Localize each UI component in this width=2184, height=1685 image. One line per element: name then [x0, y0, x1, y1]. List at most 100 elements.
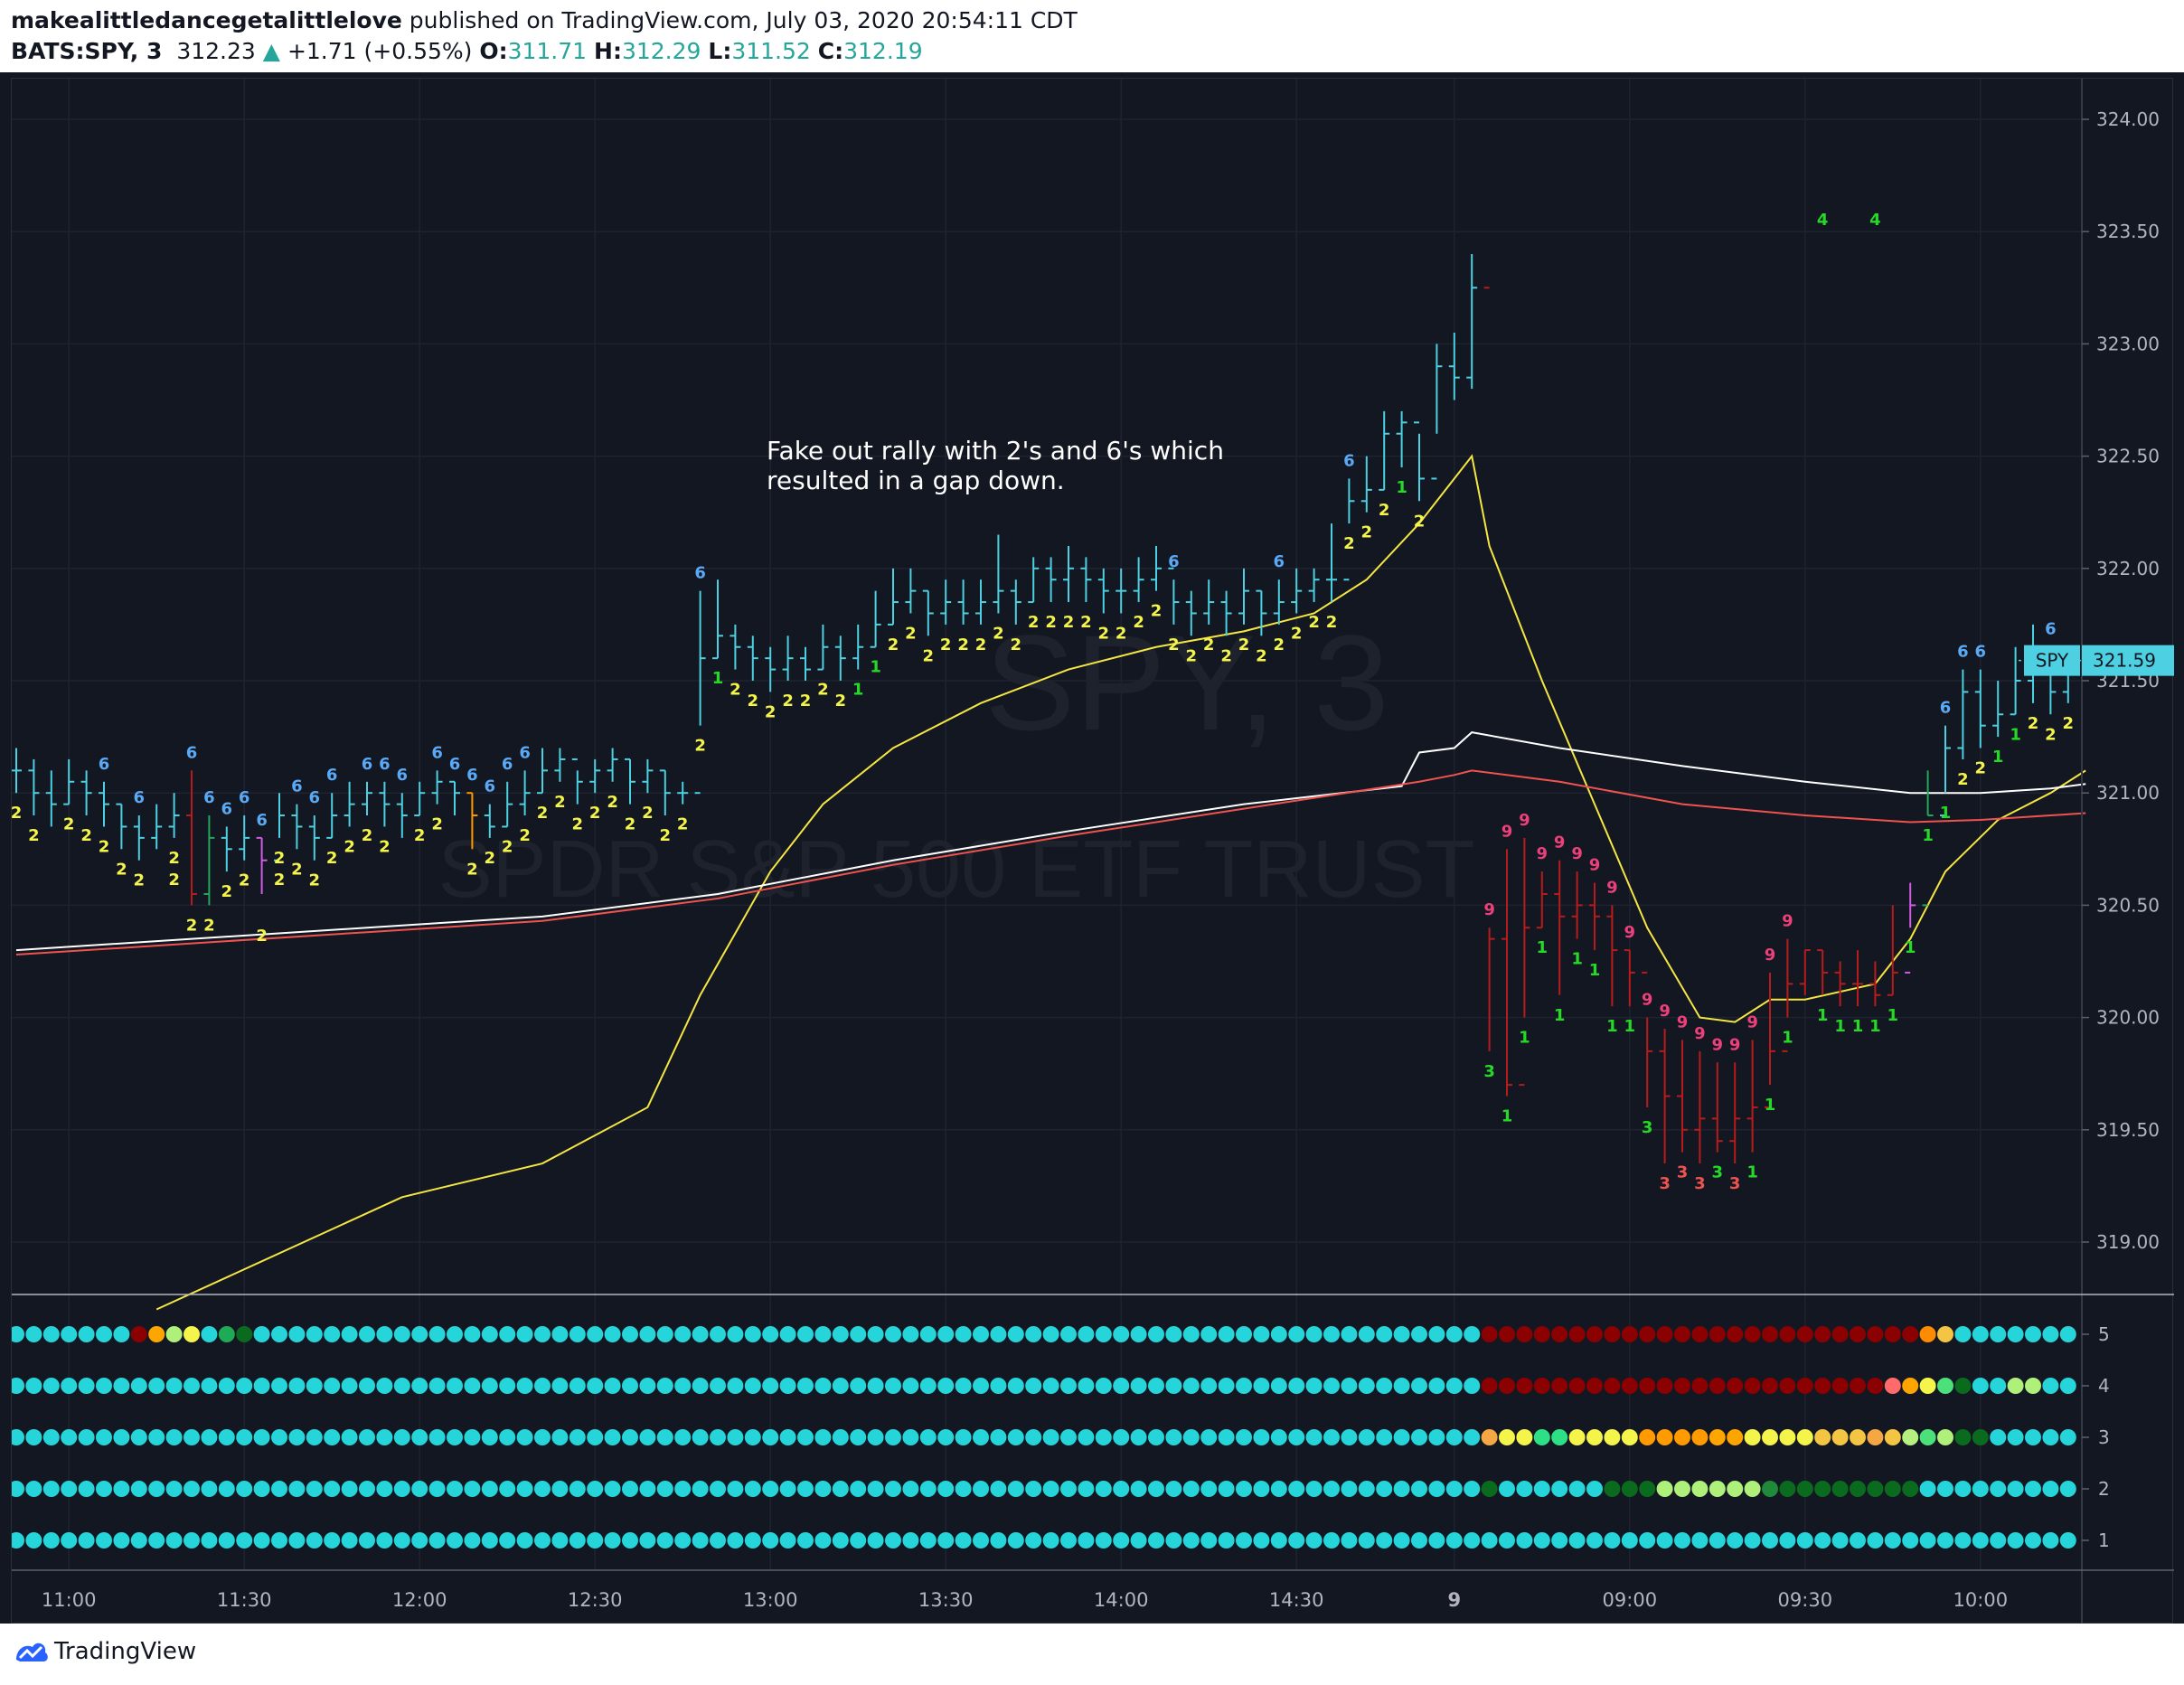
indicator-dot	[1464, 1429, 1481, 1445]
indicator-dot	[428, 1481, 446, 1497]
indicator-dot	[1113, 1481, 1130, 1497]
indicator-dot	[148, 1481, 165, 1497]
indicator-dot	[165, 1532, 183, 1549]
indicator-dot	[1656, 1481, 1673, 1497]
indicator-dot	[639, 1378, 656, 1394]
indicator-dot	[622, 1481, 638, 1497]
dot-row-label: 4	[2098, 1375, 2110, 1397]
indicator-dot	[814, 1378, 832, 1394]
chart-annotation[interactable]: Fake out rally with 2's and 6's which re…	[767, 436, 1224, 495]
change-arrow-icon: ▲	[262, 38, 280, 64]
indicator-dot	[184, 1481, 200, 1497]
indicator-dot	[1060, 1378, 1077, 1394]
indicator-dot	[1568, 1326, 1586, 1342]
indicator-dot	[464, 1532, 481, 1549]
indicator-dot	[692, 1532, 709, 1549]
indicator-dot	[1639, 1429, 1656, 1445]
indicator-dot	[1674, 1532, 1690, 1549]
count-label: 2	[1028, 613, 1040, 632]
indicator-dot	[973, 1378, 989, 1394]
indicator-dot	[1078, 1378, 1095, 1394]
indicator-dot	[604, 1326, 621, 1342]
indicator-dot	[744, 1429, 761, 1445]
count-label: 2	[765, 702, 777, 721]
indicator-dot	[2025, 1378, 2041, 1394]
symbol-label: BATS:SPY, 3	[11, 38, 163, 64]
indicator-dot	[271, 1429, 287, 1445]
indicator-dot	[481, 1429, 498, 1445]
indicator-dot	[919, 1532, 937, 1549]
indicator-dot	[867, 1429, 884, 1445]
indicator-dot	[411, 1326, 428, 1342]
indicator-dot	[1253, 1429, 1270, 1445]
count-label: 9	[1659, 1002, 1671, 1021]
x-tick-label: 12:00	[392, 1589, 447, 1611]
indicator-dot	[341, 1378, 358, 1394]
count-label: 1	[1589, 961, 1601, 980]
indicator-dot	[113, 1378, 130, 1394]
indicator-dot	[1937, 1481, 1953, 1497]
indicator-dot	[674, 1378, 692, 1394]
indicator-dot	[1148, 1326, 1164, 1342]
indicator-dot	[1464, 1326, 1481, 1342]
indicator-dot	[1884, 1378, 1901, 1394]
indicator-dot	[2059, 1532, 2076, 1549]
count-label: 2	[239, 871, 250, 890]
indicator-dot	[1288, 1378, 1305, 1394]
y-tick-label: 322.50	[2096, 446, 2160, 467]
indicator-dot	[1814, 1532, 1831, 1549]
indicator-dot	[393, 1429, 410, 1445]
y-tick-label: 319.00	[2096, 1231, 2160, 1253]
indicator-dot	[1323, 1378, 1340, 1394]
y-tick-label: 320.00	[2096, 1007, 2160, 1029]
indicator-dot	[499, 1326, 516, 1342]
count-label: 2	[800, 692, 812, 711]
indicator-dot	[639, 1481, 656, 1497]
indicator-dot	[551, 1532, 569, 1549]
indicator-dot	[61, 1326, 78, 1342]
indicator-dot	[42, 1378, 60, 1394]
indicator-dot	[184, 1378, 200, 1394]
indicator-dot	[516, 1326, 533, 1342]
indicator-dot	[1727, 1326, 1744, 1342]
indicator-dot	[744, 1532, 761, 1549]
indicator-dot	[1165, 1429, 1182, 1445]
indicator-dot	[393, 1326, 410, 1342]
indicator-dot	[1604, 1481, 1621, 1497]
indicator-dot	[148, 1326, 165, 1342]
indicator-dot	[306, 1532, 323, 1549]
indicator-dot	[1411, 1378, 1427, 1394]
indicator-dot	[1464, 1481, 1481, 1497]
indicator-dot	[1499, 1326, 1515, 1342]
price-tag-value: 321.59	[2093, 650, 2156, 672]
indicator-dot	[569, 1378, 586, 1394]
indicator-dot	[622, 1326, 638, 1342]
indicator-dot	[428, 1532, 446, 1549]
indicator-dot	[727, 1532, 744, 1549]
indicator-dot	[955, 1326, 972, 1342]
indicator-dot	[2025, 1429, 2041, 1445]
indicator-dot	[990, 1481, 1007, 1497]
indicator-dot	[1568, 1532, 1586, 1549]
indicator-dot	[1972, 1378, 1989, 1394]
ma-line-3	[15, 769, 2086, 956]
indicator-dot	[1078, 1532, 1095, 1549]
indicator-dot	[1113, 1378, 1130, 1394]
author-link[interactable]: makealittledancegetalittlelove	[11, 7, 402, 33]
indicator-dot	[96, 1532, 112, 1549]
tradingview-brand[interactable]: TradingView	[54, 1638, 197, 1665]
indicator-dot	[1867, 1378, 1884, 1394]
indicator-dot	[1762, 1481, 1778, 1497]
count-label: 6	[2045, 620, 2057, 639]
count-label: 2	[431, 815, 443, 834]
indicator-dot	[341, 1326, 358, 1342]
indicator-dot	[1779, 1378, 1796, 1394]
indicator-dot	[955, 1532, 972, 1549]
indicator-dot	[674, 1326, 692, 1342]
indicator-dot	[1884, 1481, 1901, 1497]
count-label: 6	[379, 755, 391, 774]
indicator-dot	[253, 1481, 270, 1497]
indicator-dot	[569, 1481, 586, 1497]
